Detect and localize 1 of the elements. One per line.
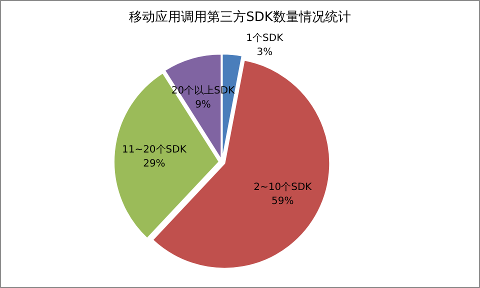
chart-title: 移动应用调用第三方SDK数量情况统计 (129, 9, 351, 25)
